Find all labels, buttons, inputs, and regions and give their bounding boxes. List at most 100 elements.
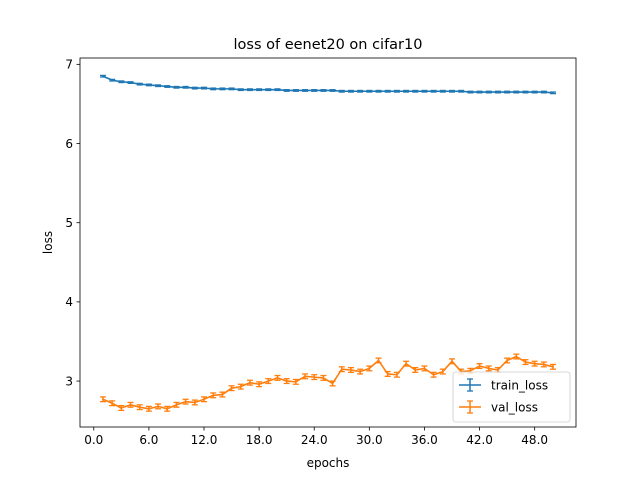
data-point <box>285 380 288 382</box>
data-point <box>175 404 178 406</box>
data-point <box>239 385 242 388</box>
data-point <box>212 88 214 90</box>
data-point <box>313 376 316 378</box>
data-point <box>487 91 490 93</box>
data-point <box>258 383 260 386</box>
data-point <box>423 90 426 93</box>
data-point <box>313 89 316 92</box>
data-point <box>506 91 508 93</box>
x-tick-label: 0.0 <box>84 433 103 447</box>
data-point <box>469 369 472 372</box>
data-point <box>175 86 178 89</box>
data-point <box>111 79 113 81</box>
data-point <box>322 89 325 92</box>
data-point <box>148 84 150 86</box>
data-point <box>451 360 453 363</box>
data-point <box>460 90 462 93</box>
x-tick-label: 48.0 <box>521 433 548 447</box>
data-point <box>524 91 527 93</box>
data-point <box>111 402 113 405</box>
data-point <box>276 377 279 379</box>
data-point <box>552 366 554 368</box>
data-point <box>497 91 499 93</box>
data-point <box>451 90 453 93</box>
x-tick-label: 6.0 <box>139 433 158 447</box>
data-point <box>230 387 233 389</box>
data-point <box>212 394 214 397</box>
data-point <box>552 92 554 94</box>
data-point <box>276 88 279 91</box>
x-tick-label: 24.0 <box>301 433 328 447</box>
plot-frame <box>79 57 577 428</box>
data-point <box>469 91 472 93</box>
data-point <box>377 359 380 362</box>
data-point <box>432 90 435 93</box>
data-point <box>157 405 159 408</box>
data-point <box>129 81 132 84</box>
data-point <box>396 90 398 93</box>
data-point <box>396 373 398 376</box>
data-point <box>230 88 233 90</box>
y-tick-label: 4 <box>65 295 73 309</box>
data-point <box>515 355 518 358</box>
data-point <box>405 362 407 365</box>
data-point <box>194 401 196 404</box>
data-point <box>386 373 389 375</box>
data-point <box>506 359 508 362</box>
data-point <box>524 361 527 363</box>
data-point <box>497 369 499 371</box>
data-point <box>258 88 260 91</box>
data-point <box>304 89 306 92</box>
data-point <box>295 381 297 383</box>
data-point <box>442 370 444 373</box>
data-point <box>377 90 380 93</box>
data-point <box>368 90 371 93</box>
data-point <box>386 90 389 93</box>
data-point <box>423 367 426 370</box>
data-point <box>304 375 306 378</box>
data-point <box>203 87 205 89</box>
data-point <box>157 84 159 87</box>
data-point <box>148 407 150 410</box>
data-point <box>543 363 545 366</box>
x-tick-label: 42.0 <box>466 433 493 447</box>
data-point <box>340 90 343 93</box>
data-point <box>331 382 334 385</box>
data-point <box>249 88 251 91</box>
data-point <box>414 90 417 93</box>
data-point <box>543 91 545 93</box>
data-point <box>194 87 196 89</box>
data-point <box>432 373 435 376</box>
data-point <box>239 88 242 91</box>
data-point <box>414 369 417 371</box>
data-point <box>267 88 270 91</box>
data-point <box>359 370 361 373</box>
data-point <box>184 400 187 403</box>
y-tick-label: 3 <box>65 374 73 388</box>
data-point <box>120 80 123 83</box>
data-point <box>221 393 224 396</box>
data-point <box>129 404 132 406</box>
x-tick-label: 18.0 <box>246 433 273 447</box>
data-point <box>478 365 481 367</box>
legend: train_loss val_loss <box>452 371 571 423</box>
data-point <box>515 91 518 93</box>
x-tick-label: 30.0 <box>356 433 383 447</box>
data-point <box>442 90 444 93</box>
y-tick-label: 5 <box>65 216 73 230</box>
series-train-loss <box>99 74 557 95</box>
series-val-loss <box>99 353 557 412</box>
data-point <box>285 89 288 92</box>
legend-box <box>452 371 571 423</box>
data-point <box>359 90 361 93</box>
data-point <box>184 86 187 89</box>
data-point <box>533 91 536 93</box>
y-tick-label: 7 <box>65 58 73 72</box>
data-point <box>533 362 536 365</box>
data-point <box>487 367 490 370</box>
x-tick-label: 12.0 <box>191 433 218 447</box>
data-point <box>350 369 352 371</box>
data-point <box>102 398 104 401</box>
